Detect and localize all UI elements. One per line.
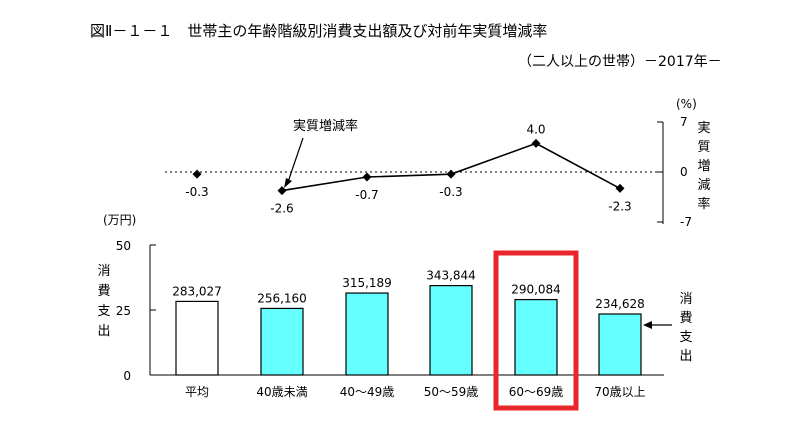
line-value-label: -2.6 xyxy=(270,202,293,216)
bar-right-title-char: 出 xyxy=(679,349,692,364)
line-annotation-arrowhead xyxy=(284,178,292,188)
line-axis-title-char: 実 xyxy=(697,120,710,136)
bar-right-title-char: 費 xyxy=(679,311,692,326)
bar-value-label: 315,189 xyxy=(342,276,392,290)
bar-value-label: 234,628 xyxy=(595,297,645,311)
line-axis-title-char: 減 xyxy=(697,177,710,193)
line-point-marker xyxy=(615,183,625,193)
figure-subtitle: （二人以上の世帯）－2017年－ xyxy=(518,54,722,70)
bar-value-label: 290,084 xyxy=(511,283,561,297)
category-label: 50～59歳 xyxy=(424,385,479,399)
bar xyxy=(429,285,473,376)
line-axis-title-char: 率 xyxy=(697,196,710,212)
bar-axis-title-char: 費 xyxy=(97,284,110,299)
bar-axis-tick-label: 50 xyxy=(116,239,131,253)
line-value-label: 4.0 xyxy=(526,122,545,136)
highlight-box-60-69 xyxy=(493,250,579,411)
bar-value-label: 343,844 xyxy=(426,269,476,283)
bar xyxy=(175,300,219,376)
line-value-label: -0.3 xyxy=(185,185,208,199)
bar-value-label: 283,027 xyxy=(172,284,222,298)
bar xyxy=(345,292,389,376)
bar xyxy=(598,313,642,376)
line-axis-title-char: 増 xyxy=(697,159,710,174)
bar-axis-title-char: 出 xyxy=(97,324,110,339)
line-axis-unit: (%) xyxy=(676,97,697,111)
bar xyxy=(514,298,558,376)
line-series-path xyxy=(281,142,621,192)
line-point-marker xyxy=(277,186,287,196)
line-point-marker xyxy=(446,169,456,179)
line-point-marker xyxy=(192,169,202,179)
bar-axis-tick-label: 0 xyxy=(123,369,131,383)
bar-axis-title-char: 消 xyxy=(97,264,110,279)
bar-right-title-char: 支 xyxy=(679,330,692,345)
bar-axis-unit: (万円) xyxy=(103,213,136,227)
category-label: 60～69歳 xyxy=(509,385,564,399)
bar-right-pointer-arrowhead xyxy=(643,321,652,329)
line-point-marker xyxy=(362,172,372,182)
line-axis-title-char: 質 xyxy=(697,140,710,155)
bar xyxy=(260,307,304,376)
bar-right-title-char: 消 xyxy=(679,292,692,307)
line-value-label: -2.3 xyxy=(608,199,631,213)
bar-value-label: 256,160 xyxy=(257,291,307,305)
bar-axis-title-char: 支 xyxy=(97,304,110,319)
line-annotation-arrow xyxy=(287,137,304,183)
bar-axis-tick-label: 25 xyxy=(116,304,131,318)
line-value-label: -0.7 xyxy=(355,188,378,202)
line-axis-tick-label: 7 xyxy=(680,115,688,129)
figure-title: 図Ⅱ－１－１ 世帯主の年齢階級別消費支出額及び対前年実質増減率 xyxy=(90,22,548,40)
line-axis-tick-label: -7 xyxy=(680,215,692,229)
line-annotation-label: 実質増減率 xyxy=(293,118,358,134)
category-label: 70歳以上 xyxy=(594,385,645,399)
category-label: 平均 xyxy=(185,385,209,399)
line-value-label: -0.3 xyxy=(439,185,462,199)
line-axis-tick-label: 0 xyxy=(680,165,688,179)
category-label: 40～49歳 xyxy=(340,385,395,399)
line-point-marker xyxy=(531,138,541,148)
category-label: 40歳未満 xyxy=(256,385,307,399)
